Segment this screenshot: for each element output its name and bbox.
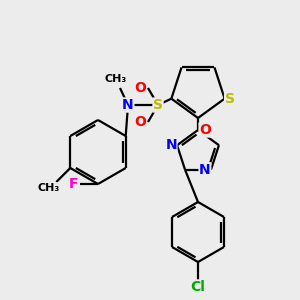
Text: CH₃: CH₃ <box>37 183 59 193</box>
Text: CH₃: CH₃ <box>105 74 127 84</box>
Text: O: O <box>134 115 146 129</box>
Text: N: N <box>199 163 211 177</box>
Text: Cl: Cl <box>190 280 206 294</box>
Text: O: O <box>134 81 146 95</box>
Text: F: F <box>68 177 78 191</box>
Text: N: N <box>165 138 177 152</box>
Text: S: S <box>225 92 235 106</box>
Text: S: S <box>153 98 163 112</box>
Text: O: O <box>199 123 211 137</box>
Text: N: N <box>122 98 134 112</box>
